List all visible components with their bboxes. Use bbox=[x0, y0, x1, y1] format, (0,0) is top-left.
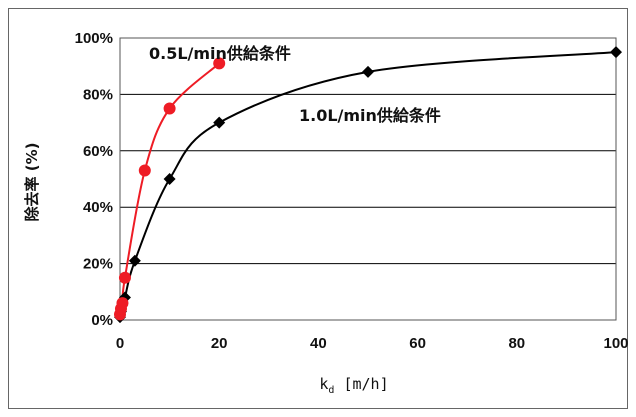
data-point-series-1 bbox=[213, 116, 226, 129]
gridlines bbox=[120, 37, 616, 321]
x-axis-title-unit: [m/h] bbox=[334, 375, 388, 393]
series-label-0-5: 0.5L/min供給条件 bbox=[149, 44, 291, 63]
data-point-series-1 bbox=[163, 173, 176, 185]
x-tick-labels: 0 20 40 60 80 100 bbox=[116, 335, 629, 352]
y-tick-label: 0% bbox=[91, 312, 113, 329]
y-tick-labels: 0% 20% 40% 60% 80% 100% bbox=[75, 30, 113, 329]
x-axis-title-main: k bbox=[319, 375, 328, 393]
line-chart: 0% 20% 40% 60% 80% 100% 0 20 40 60 80 100 0.5L/min… bbox=[23, 30, 629, 396]
data-point-series-0 bbox=[138, 164, 151, 177]
x-axis-title-sub: d bbox=[328, 385, 334, 396]
x-tick-label: 40 bbox=[310, 335, 327, 352]
data-point-series-0 bbox=[116, 297, 129, 310]
x-axis-title: kd [m/h] bbox=[319, 375, 388, 396]
series-lines bbox=[119, 51, 617, 318]
plot-area bbox=[119, 37, 617, 321]
y-tick-label: 100% bbox=[75, 30, 113, 47]
x-tick-label: 100 bbox=[603, 335, 628, 352]
series-label-1-0: 1.0L/min供給条件 bbox=[299, 106, 441, 125]
data-point-series-0 bbox=[118, 271, 131, 284]
y-tick-label: 60% bbox=[83, 143, 113, 160]
y-tick-label: 80% bbox=[83, 86, 113, 103]
x-tick-label: 80 bbox=[508, 335, 525, 352]
series-line-1 bbox=[119, 51, 617, 318]
x-tick-label: 60 bbox=[409, 335, 426, 352]
data-point-series-0 bbox=[163, 102, 176, 115]
series-line-0 bbox=[119, 62, 220, 315]
x-tick-label: 20 bbox=[211, 335, 228, 352]
chart-frame: 0% 20% 40% 60% 80% 100% 0 20 40 60 80 100 0.5L/min… bbox=[8, 8, 629, 409]
y-axis-title: 除去率 (%) bbox=[23, 143, 41, 222]
data-point-series-1 bbox=[128, 254, 141, 267]
series-markers bbox=[114, 46, 622, 324]
y-tick-label: 20% bbox=[83, 256, 113, 273]
x-tick-label: 0 bbox=[116, 335, 124, 352]
data-point-series-0 bbox=[213, 57, 226, 70]
data-point-series-1 bbox=[362, 65, 374, 78]
data-point-series-1 bbox=[610, 46, 622, 59]
y-tick-label: 40% bbox=[83, 199, 113, 216]
